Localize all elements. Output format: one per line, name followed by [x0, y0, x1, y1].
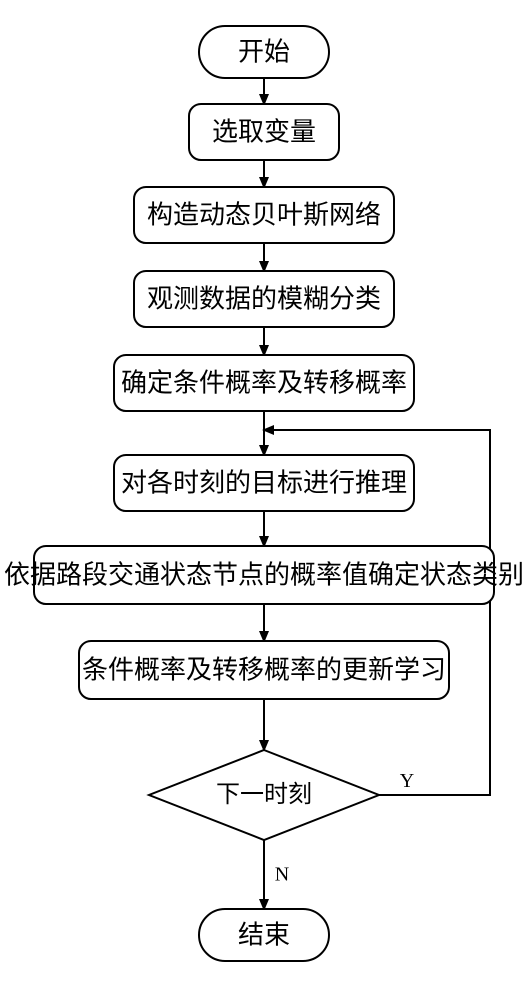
- node-label-d1: 下一时刻: [216, 781, 312, 808]
- node-n3: 观测数据的模糊分类: [134, 271, 394, 327]
- node-label-n1: 选取变量: [212, 118, 316, 147]
- edge-label-N: N: [275, 864, 289, 886]
- node-n7: 条件概率及转移概率的更新学习: [79, 641, 449, 699]
- edge-label-Y: Y: [400, 770, 414, 792]
- node-n6: 依据路段交通状态节点的概率值确定状态类别: [4, 546, 524, 604]
- node-label-n5: 对各时刻的目标进行推理: [121, 469, 407, 498]
- node-n5: 对各时刻的目标进行推理: [114, 455, 414, 511]
- node-label-n2: 构造动态贝叶斯网络: [147, 201, 381, 230]
- node-label-n4: 确定条件概率及转移概率: [121, 369, 407, 398]
- node-n2: 构造动态贝叶斯网络: [134, 187, 394, 243]
- node-label-start: 开始: [238, 38, 290, 67]
- node-end: 结束: [199, 909, 329, 961]
- node-label-n6: 依据路段交通状态节点的概率值确定状态类别: [4, 561, 524, 590]
- node-label-n7: 条件概率及转移概率的更新学习: [82, 656, 446, 685]
- node-start: 开始: [199, 26, 329, 78]
- node-d1: 下一时刻: [149, 750, 379, 840]
- node-label-n3: 观测数据的模糊分类: [147, 285, 381, 314]
- node-n4: 确定条件概率及转移概率: [114, 355, 414, 411]
- node-label-end: 结束: [238, 921, 290, 950]
- flowchart-canvas: N Y 开始选取变量构造动态贝叶斯网络观测数据的模糊分类确定条件概率及转移概率对各时…: [0, 0, 529, 1000]
- node-n1: 选取变量: [189, 104, 339, 160]
